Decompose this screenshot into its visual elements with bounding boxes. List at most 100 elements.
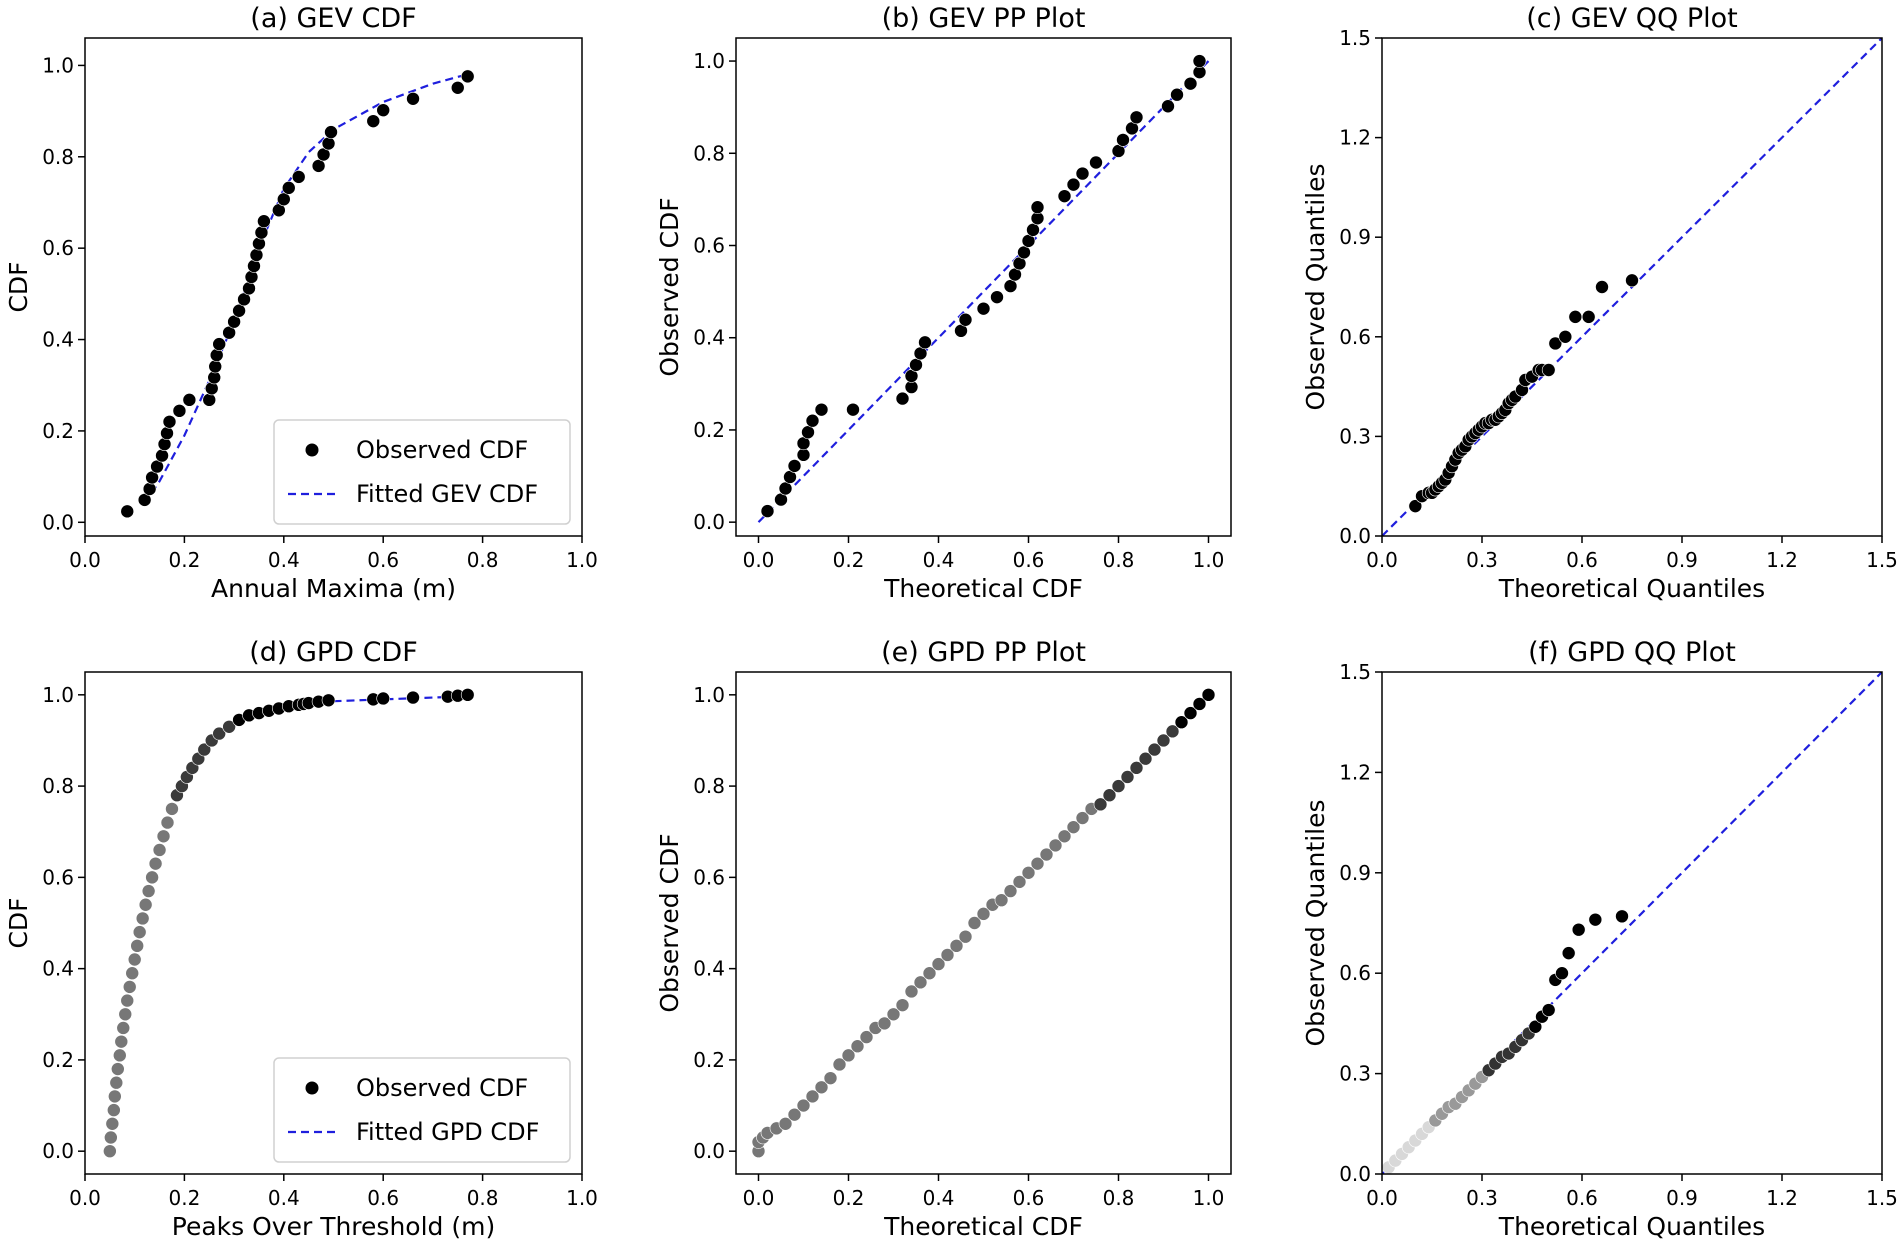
data-point — [1615, 909, 1629, 924]
y-axis-label: Observed Quantiles — [1301, 163, 1330, 410]
data-point — [249, 248, 264, 262]
x-tick-label: 0.0 — [1366, 548, 1398, 572]
x-tick-label: 0.4 — [923, 548, 955, 572]
data-point — [160, 815, 175, 830]
data-point — [895, 998, 910, 1012]
x-axis-label: Annual Maxima (m) — [211, 574, 456, 603]
x-tick-label: 0.4 — [268, 548, 300, 572]
y-tick-label: 0.6 — [1339, 325, 1371, 349]
legend-label: Observed CDF — [356, 436, 528, 464]
x-axis-label: Theoretical CDF — [883, 1212, 1083, 1241]
data-point — [130, 939, 144, 953]
data-point — [909, 358, 923, 372]
y-tick-label: 0.3 — [1339, 1062, 1371, 1086]
x-tick-label: 0.8 — [1103, 548, 1135, 572]
data-point — [1048, 838, 1063, 853]
x-tick-label: 1.5 — [1866, 1186, 1898, 1210]
data-point — [918, 335, 932, 350]
data-point — [376, 691, 391, 706]
data-point — [1120, 770, 1135, 784]
data-point — [1555, 966, 1569, 981]
x-tick-label: 0.8 — [467, 1186, 499, 1210]
data-point — [406, 91, 420, 106]
y-axis-label: Observed CDF — [655, 833, 684, 1012]
legend-label: Fitted GEV CDF — [356, 480, 538, 508]
x-tick-label: 0.0 — [743, 1186, 775, 1210]
data-point — [1066, 177, 1081, 192]
y-tick-label: 0.0 — [693, 1139, 725, 1163]
data-point — [1165, 724, 1180, 739]
data-point — [814, 1080, 829, 1095]
panel-b: (b) GEV PP Plot 0.0 0.2 0.4 0.6 0.8 1.0 0.0 0.2 0… — [655, 3, 1232, 603]
y-axis-label: CDF — [4, 261, 33, 312]
data-point — [1156, 733, 1171, 748]
data-point — [111, 1062, 125, 1076]
data-point — [182, 393, 197, 407]
data-point — [254, 225, 269, 240]
data-point — [1528, 1019, 1543, 1034]
data-point — [1030, 856, 1045, 871]
data-point — [796, 1098, 811, 1113]
legend-box — [273, 419, 571, 525]
data-point — [1003, 884, 1018, 898]
data-point — [1012, 875, 1027, 889]
data-point — [1588, 912, 1603, 927]
data-point — [311, 159, 326, 173]
data-point — [120, 504, 135, 519]
y-axis-label: Observed Quantiles — [1301, 799, 1330, 1046]
x-tick-label: 0.6 — [367, 548, 399, 572]
data-point — [222, 719, 236, 734]
data-point — [197, 742, 212, 757]
data-point — [212, 726, 226, 741]
data-point — [152, 843, 167, 857]
data-point — [1408, 499, 1423, 513]
data-point — [778, 481, 793, 496]
data-point — [103, 1144, 117, 1158]
axes-frame — [1381, 37, 1883, 537]
y-tick-label: 0.4 — [693, 326, 725, 350]
data-point — [787, 1107, 802, 1122]
data-point — [958, 929, 973, 944]
x-tick-label: 0.6 — [1013, 548, 1045, 572]
data-point — [155, 448, 169, 463]
panel-title: (e) GPD PP Plot — [881, 637, 1086, 668]
data-point — [212, 337, 226, 351]
legend: Observed CDF Fitted GPD CDF — [273, 1057, 571, 1163]
data-point — [107, 1103, 121, 1117]
data-point — [276, 192, 291, 207]
y-tick-label: 0.2 — [693, 418, 725, 442]
data-point — [1174, 715, 1189, 730]
data-point — [976, 301, 991, 316]
data-point — [760, 504, 775, 518]
legend-label: Fitted GPD CDF — [356, 1118, 539, 1146]
y-tick-label: 0.2 — [693, 1048, 725, 1072]
data-point — [1201, 688, 1216, 702]
panel-title: (d) GPD CDF — [249, 637, 418, 668]
data-point — [1161, 99, 1175, 114]
y-tick-label: 0.2 — [42, 1048, 74, 1072]
data-point — [940, 948, 955, 962]
y-tick-label: 0.8 — [42, 774, 74, 798]
y-tick-label: 0.0 — [42, 510, 74, 534]
data-point — [1089, 155, 1103, 170]
data-point — [1017, 245, 1031, 260]
x-tick-label: 1.0 — [1193, 1186, 1225, 1210]
x-tick-label: 0.0 — [743, 548, 775, 572]
legend-marker — [305, 443, 319, 457]
data-point — [1595, 280, 1609, 294]
data-point — [1138, 751, 1153, 766]
panel-f: (f) GPD QQ Plot 0.0 0.3 0.6 0.9 1.2 1.5 0.0 0.3 0… — [1301, 637, 1898, 1241]
data-point — [321, 136, 336, 151]
data-point — [1057, 189, 1072, 203]
data-point — [291, 170, 306, 184]
data-point — [172, 404, 187, 418]
data-point — [138, 897, 153, 912]
data-point — [141, 884, 156, 898]
data-point — [801, 425, 815, 440]
data-point — [165, 802, 179, 816]
data-point — [208, 359, 223, 374]
data-point — [460, 69, 475, 84]
x-tick-label: 0.8 — [467, 548, 499, 572]
data-point — [160, 426, 174, 441]
